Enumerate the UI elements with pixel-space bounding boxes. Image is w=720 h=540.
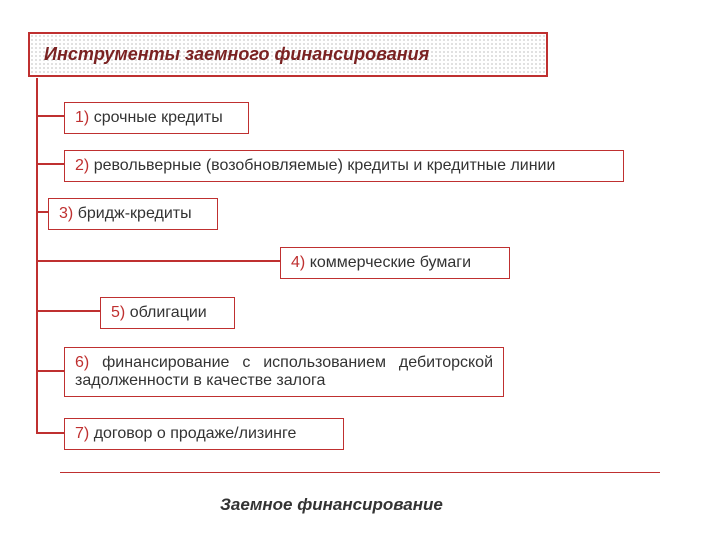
item-text: срочные кредиты — [94, 109, 223, 126]
item-number: 2) — [75, 157, 89, 174]
diagram-title-text: Инструменты заемного финансирования — [44, 44, 429, 64]
connector-branch — [36, 260, 280, 262]
item-text: договор о продаже/лизинге — [94, 425, 297, 442]
item-number: 3) — [59, 205, 73, 222]
diagram-title: Инструменты заемного финансирования — [28, 32, 548, 77]
connector-branch — [36, 310, 100, 312]
list-item: 3) бридж-кредиты — [48, 198, 218, 230]
connector-branch — [36, 370, 64, 372]
list-item: 4) коммерческие бумаги — [280, 247, 510, 279]
item-number: 6) — [75, 354, 89, 371]
list-item: 1) срочные кредиты — [64, 102, 249, 134]
divider — [60, 472, 660, 473]
connector-branch — [36, 163, 64, 165]
item-number: 5) — [111, 304, 125, 321]
item-text: револьверные (возобновляемые) кредиты и … — [94, 157, 556, 174]
item-text: облигации — [130, 304, 207, 321]
connector-branch — [36, 211, 48, 213]
footer-title: Заемное финансирование — [220, 495, 443, 515]
item-number: 7) — [75, 425, 89, 442]
list-item: 2) револьверные (возобновляемые) кредиты… — [64, 150, 624, 182]
item-number: 1) — [75, 109, 89, 126]
item-text: финансирование с использованием дебиторс… — [75, 354, 493, 389]
list-item: 6) финансирование с использованием дебит… — [64, 347, 504, 397]
connector-trunk — [36, 78, 38, 434]
list-item: 7) договор о продаже/лизинге — [64, 418, 344, 450]
item-number: 4) — [291, 254, 305, 271]
connector-branch — [36, 432, 64, 434]
connector-branch — [36, 115, 64, 117]
item-text: коммерческие бумаги — [310, 254, 471, 271]
item-text: бридж-кредиты — [78, 205, 192, 222]
list-item: 5) облигации — [100, 297, 235, 329]
